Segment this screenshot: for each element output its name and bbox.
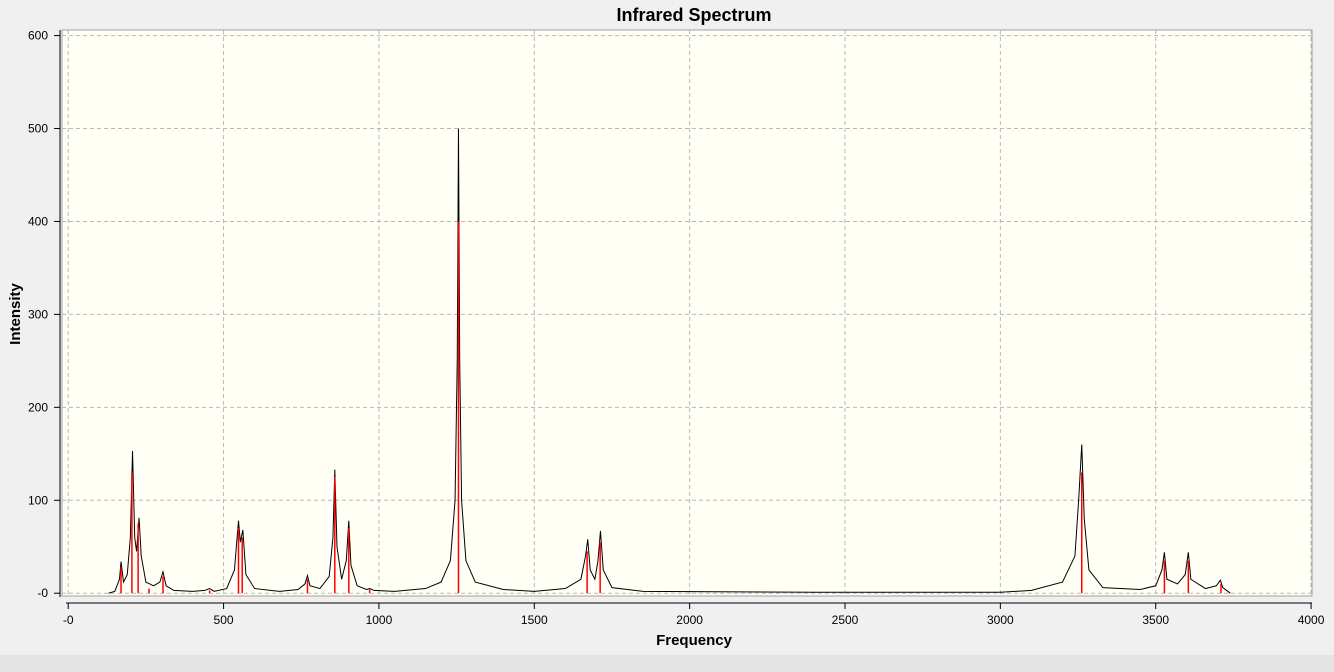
x-tick-label: 1500 — [521, 613, 548, 627]
status-bar — [0, 655, 1334, 672]
x-tick-label: 500 — [214, 613, 234, 627]
y-axis-label: Intensity — [7, 283, 24, 345]
x-tick-label: 2500 — [832, 613, 859, 627]
y-tick-label: 300 — [28, 307, 48, 321]
x-tick-label: -0 — [63, 613, 74, 627]
y-tick-label: 100 — [28, 493, 48, 507]
x-tick-label: 3500 — [1142, 613, 1169, 627]
x-tick-label: 1000 — [366, 613, 393, 627]
y-tick-label: -0 — [37, 586, 48, 600]
y-tick-label: 600 — [28, 29, 48, 43]
x-tick-label: 3000 — [987, 613, 1014, 627]
spectrum-curve — [108, 128, 1231, 594]
y-tick-label: 200 — [28, 400, 48, 414]
x-axis-label: Frequency — [656, 632, 733, 649]
chart-title: Infrared Spectrum — [616, 5, 771, 25]
plot-area — [61, 29, 1313, 597]
y-tick-label: 500 — [28, 122, 48, 136]
x-tick-label: 2000 — [676, 613, 703, 627]
x-tick-label: 4000 — [1298, 613, 1325, 627]
y-tick-label: 400 — [28, 214, 48, 228]
